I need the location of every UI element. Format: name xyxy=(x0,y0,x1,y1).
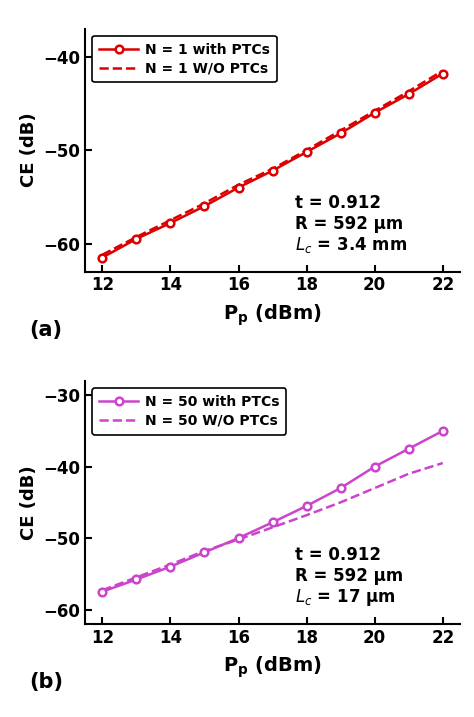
Text: (b): (b) xyxy=(29,673,63,693)
Legend: N = 50 with PTCs, N = 50 W/O PTCs: N = 50 with PTCs, N = 50 W/O PTCs xyxy=(92,388,286,435)
Y-axis label: CE (dB): CE (dB) xyxy=(20,465,38,540)
X-axis label: $\mathbf{P_p}$ (dBm): $\mathbf{P_p}$ (dBm) xyxy=(223,303,322,328)
Text: t = 0.912
R = 592 μm: t = 0.912 R = 592 μm xyxy=(295,546,403,585)
Text: $L_c$ = 17 μm: $L_c$ = 17 μm xyxy=(295,587,396,608)
Text: t = 0.912
R = 592 μm: t = 0.912 R = 592 μm xyxy=(295,194,403,232)
Legend: N = 1 with PTCs, N = 1 W/O PTCs: N = 1 with PTCs, N = 1 W/O PTCs xyxy=(92,36,277,82)
Text: (a): (a) xyxy=(29,320,62,340)
X-axis label: $\mathbf{P_p}$ (dBm): $\mathbf{P_p}$ (dBm) xyxy=(223,655,322,680)
Y-axis label: CE (dB): CE (dB) xyxy=(20,113,38,187)
Text: $L_c$ = 3.4 mm: $L_c$ = 3.4 mm xyxy=(295,235,407,255)
